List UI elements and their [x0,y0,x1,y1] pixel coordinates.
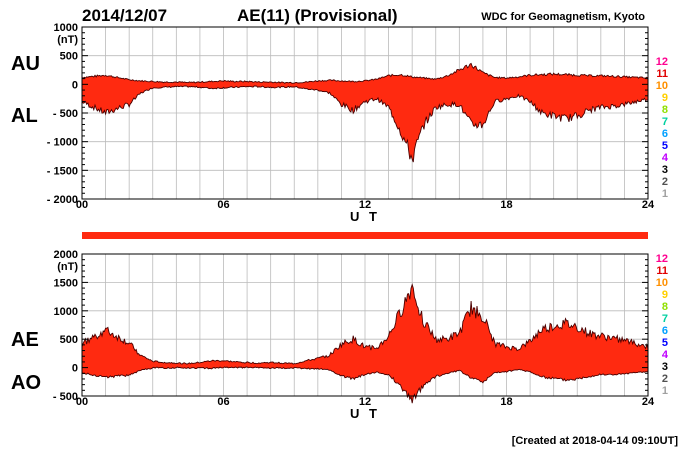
station-legend-number: 11 [656,68,668,80]
x-tick-label: 18 [500,396,512,408]
envelope-area [82,63,648,163]
station-legend-number: 12 [656,56,668,68]
station-legend-number: 9 [662,289,668,301]
station-legend-number: 9 [662,92,668,104]
series-line-au [81,62,649,84]
y-tick-label: 1000 [54,306,78,318]
series-label-al: AL [11,105,38,127]
station-legend-number: 8 [662,301,668,313]
series-line-ae [81,283,649,365]
station-legend-number: 2 [662,373,668,385]
series-line-ao [81,366,649,404]
ae-ao-panel: 2000 1500 1000 500 0 - 500 (nT) 00 06 12 18 24 U T AE… [11,249,655,421]
date-title: 2014/12/07 [82,6,167,25]
au-al-panel: 1000 500 0 - 500 - 1000 - 1500 - 2000 (nT) 00 06 1… [11,22,655,224]
station-legend-number: 7 [662,116,668,128]
envelope-area [82,284,648,404]
series-label-ae: AE [11,329,39,351]
index-title: AE(11) (Provisional) [237,6,398,25]
station-legend-number: 11 [656,265,668,277]
station-legend-number: 12 [656,253,668,265]
x-axis-title: U T [350,406,380,421]
x-tick-label: 06 [217,396,229,408]
x-tick-label: 24 [642,396,655,408]
unit-label: (nT) [57,261,78,273]
y-tick-label: 1500 [54,277,78,289]
source-label: WDC for Geomagnetism, Kyoto [481,11,645,23]
x-tick-label: 00 [76,199,88,211]
station-legend-number: 1 [662,188,668,200]
y-tick-label: - 500 [53,391,78,403]
x-axis-title: U T [350,209,380,224]
x-tick-label: 00 [76,396,88,408]
y-tick-label: - 2000 [47,194,78,206]
created-stamp: [Created at 2018-04-14 09:10UT] [512,435,679,447]
y-tick-label: - 1000 [47,137,78,149]
y-tick-label: 0 [72,79,78,91]
station-legend-number: 7 [662,313,668,325]
station-legend-number: 1 [662,385,668,397]
y-tick-label: 2000 [54,249,78,261]
station-legend-number: 8 [662,104,668,116]
station-legend-number: 4 [662,349,669,361]
y-tick-label: - 1500 [47,165,78,177]
plot-frame [81,253,649,397]
series-label-au: AU [11,53,40,75]
station-legend-number: 6 [662,325,668,337]
station-legend-number: 10 [656,277,668,289]
station-legend-number: 2 [662,176,668,188]
x-tick-label: 18 [500,199,512,211]
station-legend-number: 6 [662,128,668,140]
unit-label: (nT) [57,34,78,46]
station-legend-number: 3 [662,361,668,373]
station-legend-number: 4 [662,152,669,164]
x-tick-label: 12 [359,396,371,408]
series-line-al [81,85,649,163]
series-label-ao: AO [11,372,41,394]
station-legend-number: 5 [662,140,668,152]
y-tick-label: - 500 [53,108,78,120]
station-legend-number: 5 [662,337,668,349]
y-tick-label: 1000 [54,22,78,34]
x-tick-label: 06 [217,199,229,211]
y-tick-label: 500 [60,334,78,346]
y-tick-label: 500 [60,51,78,63]
y-tick-label: 0 [72,363,78,375]
x-tick-label: 24 [642,199,655,211]
separator-bar [82,232,648,239]
station-legend-number: 3 [662,164,668,176]
station-legend-number: 10 [656,80,668,92]
x-tick-label: 12 [359,199,371,211]
